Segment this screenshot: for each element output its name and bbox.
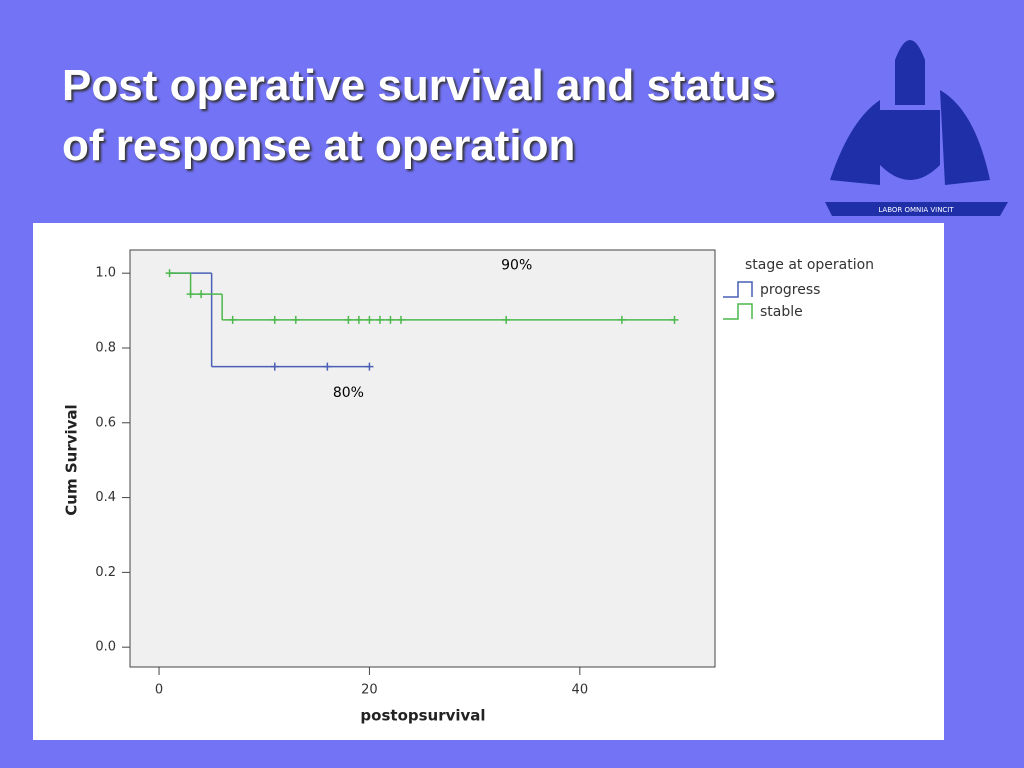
crest-top: [895, 40, 925, 105]
title-line: of response at operation: [62, 121, 576, 170]
censor-mark: [344, 315, 353, 324]
motto: LABOR OMNIA VINCIT: [878, 206, 954, 214]
censor-mark: [165, 269, 174, 278]
slide-title: Post operative survival and status of re…: [62, 56, 776, 176]
y-tick-label: 0.2: [95, 565, 116, 580]
censor-mark: [365, 362, 374, 371]
legend-label: stable: [760, 304, 803, 320]
censor-mark: [502, 315, 511, 324]
y-tick-label: 0.4: [95, 490, 116, 505]
shield: [880, 110, 940, 180]
censor-mark: [270, 315, 279, 324]
y-axis-label: Cum Survival: [63, 404, 81, 515]
annotation: 80%: [333, 385, 364, 401]
censor-mark: [386, 315, 395, 324]
y-tick-label: 0.6: [95, 415, 116, 430]
censor-mark: [375, 315, 384, 324]
censor-mark: [270, 362, 279, 371]
censor-mark: [396, 315, 405, 324]
censor-mark: [365, 315, 374, 324]
x-tick-label: 40: [572, 683, 589, 698]
legend-label: progress: [760, 282, 820, 298]
x-tick-label: 20: [361, 683, 378, 698]
x-axis-label: postopsurvival: [360, 707, 485, 725]
annotation: 90%: [501, 258, 532, 274]
censor-mark: [617, 315, 626, 324]
y-tick-label: 1.0: [95, 266, 116, 281]
censor-mark: [186, 290, 195, 299]
plot-area: [129, 249, 716, 668]
censor-mark: [197, 290, 206, 299]
censor-mark: [228, 315, 237, 324]
legend-title: stage at operation: [745, 257, 874, 273]
x-tick-label: 0: [155, 683, 163, 698]
censor-mark: [291, 315, 300, 324]
y-tick-label: 0.0: [95, 640, 116, 655]
censor-mark: [354, 315, 363, 324]
supporter-left: [830, 100, 880, 185]
censor-mark: [670, 315, 679, 324]
ribbon: [825, 202, 1008, 216]
censor-mark: [323, 362, 332, 371]
y-tick-label: 0.8: [95, 340, 116, 355]
legend-swatch: [723, 303, 753, 320]
title-line: Post operative survival and status: [62, 61, 777, 110]
crest: LABOR OMNIA VINCIT: [825, 40, 1008, 216]
legend-swatch: [723, 281, 753, 298]
supporter-right: [940, 90, 990, 185]
